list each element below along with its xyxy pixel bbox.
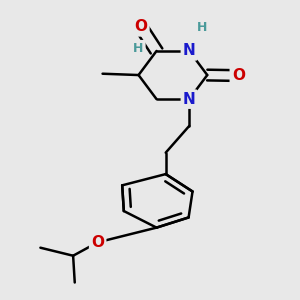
Text: O: O xyxy=(134,20,147,34)
Text: N: N xyxy=(183,92,196,106)
Text: H: H xyxy=(134,42,144,55)
Text: N: N xyxy=(183,44,196,59)
Text: O: O xyxy=(91,235,104,250)
Text: O: O xyxy=(232,68,245,83)
Text: H: H xyxy=(196,21,207,34)
